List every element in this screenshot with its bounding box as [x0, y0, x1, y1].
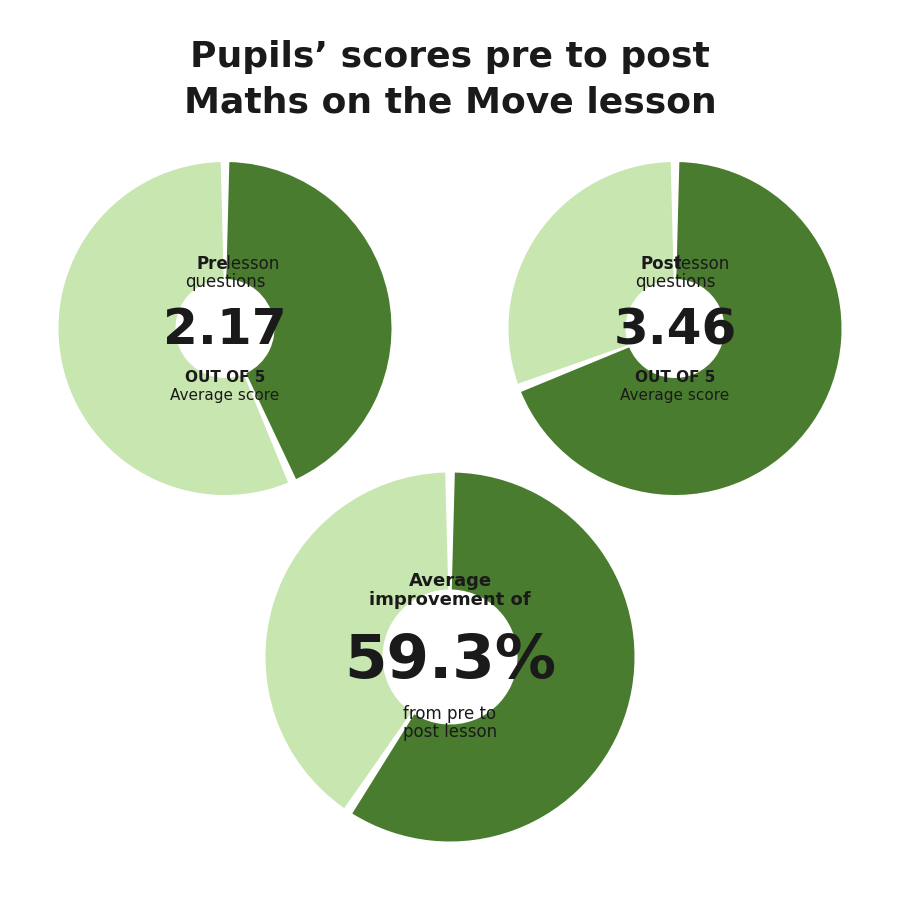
Wedge shape [226, 162, 392, 479]
Wedge shape [352, 472, 634, 842]
Text: Maths on the Move lesson: Maths on the Move lesson [184, 86, 716, 120]
Text: Pupils’ scores pre to post: Pupils’ scores pre to post [190, 40, 710, 75]
Wedge shape [58, 162, 288, 495]
Text: 2.17: 2.17 [163, 306, 287, 355]
Text: post lesson: post lesson [403, 723, 497, 741]
Text: Average: Average [409, 572, 491, 590]
Text: lesson: lesson [671, 255, 730, 273]
Wedge shape [508, 162, 674, 383]
Text: Post: Post [641, 255, 682, 273]
Text: improvement of: improvement of [369, 591, 531, 609]
Text: OUT OF 5: OUT OF 5 [634, 371, 716, 385]
Text: questions: questions [634, 273, 716, 291]
Wedge shape [266, 472, 448, 808]
Text: Average score: Average score [620, 389, 730, 403]
Wedge shape [521, 162, 842, 495]
Text: Pre: Pre [196, 255, 228, 273]
Text: OUT OF 5: OUT OF 5 [184, 371, 266, 385]
Text: from pre to: from pre to [403, 705, 497, 723]
Text: questions: questions [184, 273, 266, 291]
Text: 59.3%: 59.3% [344, 632, 556, 691]
Text: 3.46: 3.46 [614, 306, 736, 355]
Text: lesson: lesson [221, 255, 280, 273]
Text: Average score: Average score [170, 389, 280, 403]
